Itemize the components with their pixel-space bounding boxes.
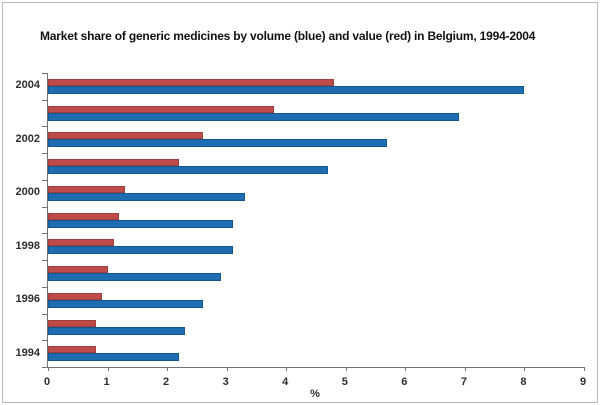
bar-volume-1998 bbox=[48, 246, 233, 255]
x-axis-tick bbox=[167, 367, 169, 371]
y-axis-tick bbox=[42, 367, 47, 368]
bar-volume-2000 bbox=[48, 192, 245, 201]
bar-value-2000 bbox=[48, 185, 126, 193]
y-axis-tick bbox=[42, 100, 47, 101]
x-axis-tick-label-4: 4 bbox=[282, 376, 289, 388]
x-axis-tick bbox=[584, 367, 585, 371]
bar-value-2001 bbox=[48, 159, 180, 167]
y-axis-tick bbox=[42, 153, 47, 154]
x-axis-title: % bbox=[310, 388, 320, 400]
bar-group-1995 bbox=[48, 314, 584, 341]
bar-value-1997 bbox=[48, 266, 108, 274]
y-axis-tick bbox=[42, 207, 47, 208]
x-axis-tick-label-0: 0 bbox=[43, 376, 51, 388]
x-axis-tick-label-9: 9 bbox=[579, 376, 587, 388]
x-axis-tick-label-2: 2 bbox=[163, 376, 170, 388]
bar-volume-2001 bbox=[48, 166, 328, 175]
plot-area bbox=[42, 73, 585, 371]
x-axis-tick-label-1: 1 bbox=[103, 376, 110, 388]
y-axis-tick-label-1994: 1994 bbox=[15, 346, 40, 359]
y-axis-tick-label-2004: 2004 bbox=[15, 79, 40, 92]
bar-value-2002 bbox=[48, 132, 203, 140]
bar-value-1996 bbox=[48, 292, 102, 300]
y-axis-tick bbox=[42, 340, 47, 341]
y-axis-tick-label-2002: 2002 bbox=[15, 132, 40, 145]
y-axis-tick bbox=[42, 126, 47, 127]
bar-group-1997 bbox=[48, 260, 584, 287]
bar-value-2003 bbox=[48, 105, 275, 113]
bar-group-2000 bbox=[48, 180, 584, 207]
y-axis-tick-label-2000: 2000 bbox=[15, 186, 40, 199]
bar-group-2002 bbox=[48, 126, 584, 153]
x-axis-tick-label-3: 3 bbox=[222, 376, 229, 388]
bar-volume-2002 bbox=[48, 139, 388, 148]
y-axis-tick bbox=[42, 287, 47, 288]
x-axis-tick-label-7: 7 bbox=[460, 376, 467, 388]
bar-value-1998 bbox=[48, 239, 114, 247]
bar-volume-2003 bbox=[48, 112, 459, 121]
y-axis-tick bbox=[42, 314, 47, 315]
y-axis-tick-label-1996: 1996 bbox=[15, 293, 40, 306]
bar-volume-1999 bbox=[48, 219, 233, 228]
x-axis-tick bbox=[48, 367, 49, 371]
x-axis-tick bbox=[226, 367, 228, 371]
y-axis-tick bbox=[42, 233, 47, 234]
bar-group-1994 bbox=[48, 340, 584, 367]
bar-group-1998 bbox=[48, 233, 584, 260]
bar-volume-1997 bbox=[48, 273, 221, 282]
bar-value-1999 bbox=[48, 212, 120, 220]
bar-group-1996 bbox=[48, 287, 584, 314]
bar-value-1995 bbox=[48, 319, 96, 327]
bar-group-1999 bbox=[48, 207, 584, 234]
x-axis-tick-label-5: 5 bbox=[341, 376, 348, 388]
x-axis-tick bbox=[345, 367, 347, 371]
y-axis-tick bbox=[42, 180, 47, 181]
x-axis-tick bbox=[286, 367, 288, 371]
x-axis-tick bbox=[524, 367, 526, 371]
chart-title: Market share of generic medicines by vol… bbox=[40, 29, 536, 43]
bar-value-2004 bbox=[48, 79, 334, 86]
y-axis-tick-label-1998: 1998 bbox=[15, 239, 40, 252]
x-axis-tick bbox=[405, 367, 407, 371]
bar-value-1994 bbox=[48, 346, 96, 354]
x-axis-tick bbox=[464, 367, 466, 371]
y-axis-tick bbox=[42, 260, 47, 261]
bar-volume-1995 bbox=[48, 326, 185, 335]
y-axis-tick bbox=[42, 73, 47, 74]
bar-volume-1994 bbox=[48, 353, 180, 362]
bar-volume-1996 bbox=[48, 299, 203, 308]
bar-group-2003 bbox=[48, 100, 584, 127]
x-axis-tick-label-8: 8 bbox=[520, 376, 527, 388]
x-axis-tick bbox=[107, 367, 109, 371]
bar-group-2004 bbox=[48, 73, 584, 100]
bar-volume-2004 bbox=[48, 86, 525, 94]
bar-group-2001 bbox=[48, 153, 584, 180]
x-axis-tick-label-6: 6 bbox=[401, 376, 408, 388]
